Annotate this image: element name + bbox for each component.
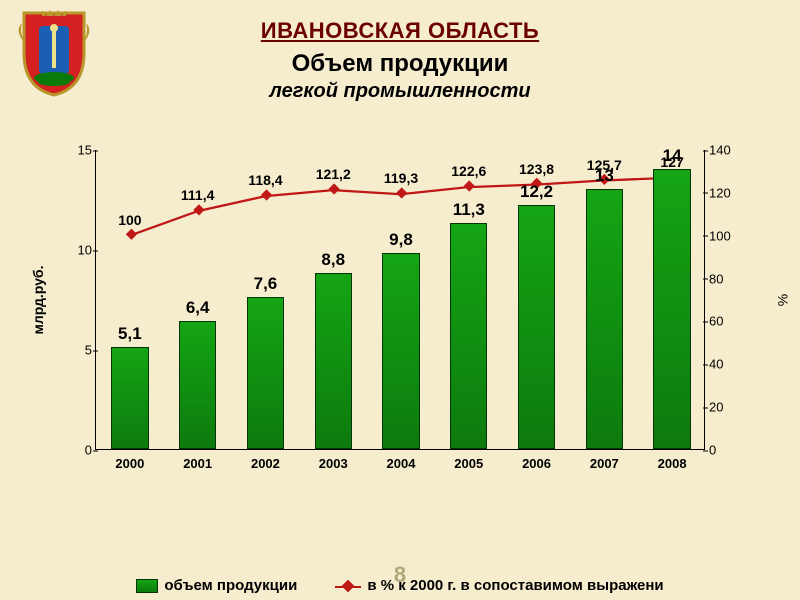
y2-tick: 140	[709, 143, 743, 158]
legend-swatch-line	[335, 579, 361, 593]
y2-tick: 20	[709, 400, 743, 415]
bar	[111, 347, 148, 449]
line-value-label: 118,4	[248, 172, 282, 188]
y2-axis-label: %	[774, 294, 790, 306]
legend-item-bar: объем продукции	[136, 577, 297, 594]
y2-tick: 80	[709, 271, 743, 286]
y1-axis-label: млрд.руб.	[30, 266, 46, 335]
x-tick-label: 2004	[371, 456, 431, 471]
chart-area: млрд.руб. % 0510150204060801001201405,12…	[30, 130, 770, 510]
y2-tick: 40	[709, 357, 743, 372]
page-number: 8	[394, 562, 406, 588]
y1-tick: 0	[58, 443, 92, 458]
bar	[653, 169, 690, 449]
bar	[382, 253, 419, 449]
chart-subtitle: легкой промышленности	[0, 80, 800, 103]
bar-value-label: 9,8	[371, 230, 431, 250]
line-value-label: 119,3	[384, 170, 418, 186]
x-tick-label: 2005	[439, 456, 499, 471]
line-value-label: 100	[118, 212, 141, 228]
line-value-label: 125,7	[587, 157, 622, 173]
line-value-label: 127	[660, 154, 683, 170]
chart-title: Объем продукции	[0, 50, 800, 78]
x-tick-label: 2006	[507, 456, 567, 471]
line-value-label: 121,2	[316, 166, 351, 182]
bar	[315, 273, 352, 449]
y2-tick: 0	[709, 443, 743, 458]
y1-tick: 5	[58, 343, 92, 358]
legend-item-line: в % к 2000 г. в сопоставимом выражени	[335, 577, 663, 594]
bar-value-label: 11,3	[439, 200, 499, 220]
bar	[518, 205, 555, 449]
bar	[586, 189, 623, 449]
x-tick-label: 2008	[642, 456, 702, 471]
x-tick-label: 2003	[303, 456, 363, 471]
line-value-label: 123,8	[519, 161, 554, 177]
x-tick-label: 2002	[235, 456, 295, 471]
y2-tick: 120	[709, 185, 743, 200]
bar	[450, 223, 487, 449]
y1-tick: 15	[58, 143, 92, 158]
line-value-label: 122,6	[451, 163, 486, 179]
legend-swatch-bar	[136, 579, 158, 593]
y1-tick: 10	[58, 243, 92, 258]
y2-tick: 60	[709, 314, 743, 329]
header: ИВАНОВСКАЯ ОБЛАСТЬ Объем продукции легко…	[0, 18, 800, 103]
plot-area: 0510150204060801001201405,120006,420017,…	[95, 150, 705, 450]
y2-tick: 100	[709, 228, 743, 243]
bar	[247, 297, 284, 449]
bar-value-label: 5,1	[100, 324, 160, 344]
bar-value-label: 7,6	[235, 274, 295, 294]
region-title: ИВАНОВСКАЯ ОБЛАСТЬ	[0, 18, 800, 44]
x-tick-label: 2007	[574, 456, 634, 471]
bar-value-label: 8,8	[303, 250, 363, 270]
x-tick-label: 2000	[100, 456, 160, 471]
x-tick-label: 2001	[168, 456, 228, 471]
legend-label-bar: объем продукции	[164, 577, 297, 594]
line-value-label: 111,4	[181, 187, 215, 203]
bar-value-label: 6,4	[168, 298, 228, 318]
legend-label-line: в % к 2000 г. в сопоставимом выражени	[367, 577, 663, 594]
bar-value-label: 12,2	[507, 182, 567, 202]
bar	[179, 321, 216, 449]
